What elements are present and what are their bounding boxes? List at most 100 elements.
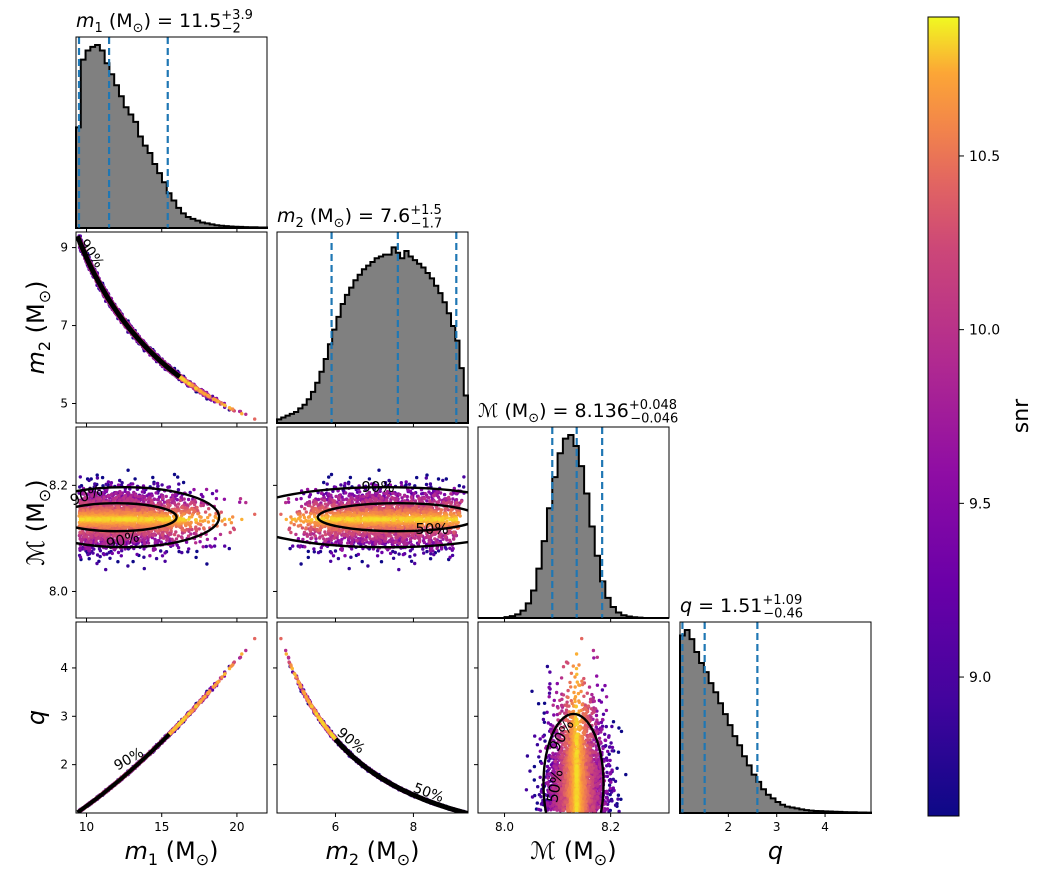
sample-point [109, 493, 114, 497]
label-part: −0.46 [763, 607, 803, 622]
sample-point [180, 528, 184, 532]
sample-point [160, 527, 164, 531]
sample-point [95, 473, 99, 477]
sample-point [79, 500, 84, 505]
sample-point [151, 475, 155, 480]
sample-point [194, 555, 198, 560]
sample-point [78, 485, 82, 489]
sample-point [143, 494, 147, 499]
label-part: (M [498, 400, 528, 422]
sample-point [155, 529, 159, 533]
sample-point [160, 483, 164, 487]
sample-point [154, 491, 158, 495]
label-part: (M [103, 10, 133, 32]
sample-point [192, 509, 196, 513]
sample-point [161, 536, 166, 540]
sample-point [102, 495, 106, 500]
sample-point [115, 539, 119, 543]
sample-point [223, 522, 227, 527]
sample-point [87, 557, 91, 561]
sample-point [102, 542, 106, 547]
scatter-mc-vs-m1 [77, 468, 257, 572]
label-part: ⊙ [133, 21, 144, 36]
sample-point [142, 566, 146, 571]
sample-point [238, 497, 243, 501]
label-part: 1 [95, 21, 103, 36]
label-part: m [76, 10, 95, 32]
sample-point [106, 494, 111, 498]
sample-point [158, 528, 162, 533]
sample-point [186, 510, 190, 514]
sample-point [87, 478, 91, 483]
sample-point [106, 480, 111, 484]
label-part: −0.046 [630, 412, 678, 427]
sample-point [98, 525, 103, 529]
sample-point [144, 531, 149, 536]
sample-point [117, 494, 121, 498]
sample-point [222, 403, 227, 407]
sample-point [90, 494, 95, 498]
histogram-q [679, 629, 872, 814]
sample-point [176, 546, 181, 550]
sample-point [155, 512, 159, 517]
sample-point [187, 381, 191, 386]
sample-point [216, 399, 220, 404]
sample-point [204, 544, 208, 549]
sample-point [205, 537, 210, 542]
sample-point [155, 498, 160, 502]
sample-point [189, 532, 193, 536]
sample-point [227, 406, 232, 410]
sample-point [223, 544, 227, 548]
label-part: (M [304, 205, 334, 227]
sample-point [135, 552, 139, 557]
sample-point [121, 532, 125, 536]
label-part: q [680, 595, 692, 617]
sample-point [244, 412, 248, 416]
sample-point [143, 542, 147, 546]
sample-point [190, 383, 194, 387]
label-part: +1.5 [410, 203, 442, 218]
sample-point [201, 545, 205, 549]
sample-point [127, 534, 132, 538]
sample-point [218, 532, 223, 537]
sample-point [95, 476, 100, 480]
sample-point [187, 547, 191, 551]
sample-point [180, 505, 184, 509]
sample-point [86, 552, 90, 557]
sample-point [93, 482, 97, 486]
sample-point [220, 519, 224, 523]
sample-point [110, 551, 115, 556]
sample-point [166, 505, 170, 509]
sample-point [184, 540, 189, 544]
sample-point [90, 535, 94, 539]
sample-point [143, 498, 148, 502]
sample-point [146, 497, 151, 501]
sample-point [174, 537, 179, 541]
sample-point [244, 500, 248, 505]
sample-point [198, 540, 202, 544]
sample-point [186, 521, 190, 525]
sample-point [131, 559, 135, 564]
sample-point [202, 526, 206, 530]
sample-point [78, 546, 82, 551]
sample-point [133, 477, 137, 481]
sample-point [83, 495, 87, 500]
sample-point [160, 533, 165, 537]
histogram-m1 [75, 44, 268, 229]
y-tick-label: 9 [60, 241, 68, 255]
label-part: m [277, 205, 296, 227]
sample-point [240, 412, 244, 416]
title-m2: m2 (M⊙) = 7.6+1.5 −1.7 [277, 203, 442, 232]
sample-point [100, 475, 105, 480]
sample-point [183, 529, 187, 533]
sample-point [238, 500, 242, 504]
sample-point [89, 490, 93, 494]
sample-point [176, 488, 181, 492]
sample-point [149, 529, 153, 533]
sample-point [118, 498, 122, 502]
sample-point [213, 537, 217, 541]
sample-point [134, 498, 138, 502]
sample-point [151, 548, 156, 552]
sample-point [174, 503, 178, 507]
